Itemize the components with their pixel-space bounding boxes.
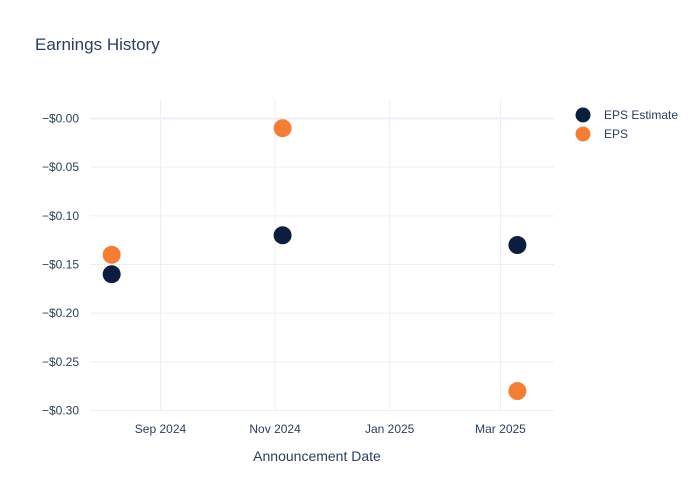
axis-tick-labels: Sep 2024 Nov 2024 Jan 2025 Mar 2025 −$0.00 −$… — [42, 112, 526, 437]
data-markers[interactable] — [102, 119, 527, 401]
grid-lines — [90, 100, 554, 411]
eps-point[interactable] — [508, 382, 527, 401]
legend-item-eps[interactable]: EPS — [575, 126, 629, 142]
eps-point[interactable] — [102, 245, 121, 264]
x-tick-label: Nov 2024 — [249, 422, 301, 436]
eps-point[interactable] — [273, 119, 292, 138]
legend-marker — [575, 107, 591, 123]
legend-marker — [575, 126, 591, 142]
y-tick-label: −$0.05 — [42, 160, 79, 174]
x-tick-label: Sep 2024 — [135, 422, 187, 436]
y-tick-label: −$0.15 — [42, 258, 79, 272]
legend-item-eps-estimate[interactable]: EPS Estimate — [575, 107, 679, 123]
chart-title: Earnings History — [35, 35, 160, 54]
y-tick-label: −$0.10 — [42, 209, 79, 223]
eps-estimate-point[interactable] — [273, 226, 292, 245]
y-tick-label: −$0.25 — [42, 355, 79, 369]
legend[interactable]: EPS Estimate EPS — [575, 107, 679, 142]
y-tick-label: −$0.00 — [42, 112, 79, 126]
y-tick-label: −$0.20 — [42, 306, 79, 320]
x-tick-label: Mar 2025 — [475, 422, 526, 436]
legend-label: EPS — [604, 127, 628, 141]
x-axis-label: Announcement Date — [253, 448, 381, 464]
eps-estimate-point[interactable] — [508, 236, 527, 255]
eps-estimate-point[interactable] — [102, 265, 121, 284]
x-tick-label: Jan 2025 — [365, 422, 415, 436]
legend-label: EPS Estimate — [604, 108, 678, 122]
y-tick-label: −$0.30 — [42, 404, 79, 418]
